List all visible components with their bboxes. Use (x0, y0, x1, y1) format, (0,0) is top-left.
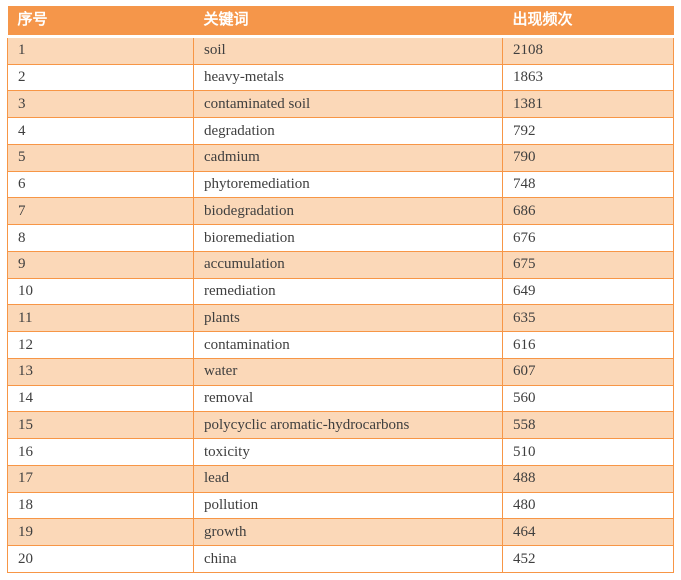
cell-frequency: 510 (502, 438, 674, 466)
cell-keyword: contaminated soil (193, 90, 503, 119)
cell-rank: 1 (7, 35, 194, 65)
cell-keyword: removal (193, 384, 503, 413)
cell-keyword: heavy-metals (193, 63, 503, 92)
table-row: 10 remediation 649 (7, 277, 674, 306)
table-row: 3 contaminated soil 1381 (7, 90, 674, 119)
cell-keyword: biodegradation (193, 197, 503, 226)
cell-rank: 15 (7, 411, 194, 440)
cell-keyword: plants (193, 304, 503, 333)
table-row: 1 soil 2108 (7, 35, 674, 65)
cell-keyword: water (193, 357, 503, 386)
table-row: 16 toxicity 510 (7, 438, 674, 466)
cell-frequency: 635 (502, 304, 674, 333)
cell-frequency: 560 (502, 384, 674, 413)
table-row: 11 plants 635 (7, 304, 674, 333)
cell-keyword: soil (193, 35, 503, 65)
table-row: 20 china 452 (7, 545, 674, 573)
table-row: 18 pollution 480 (7, 491, 674, 520)
table-row: 9 accumulation 675 (7, 250, 674, 279)
cell-rank: 9 (7, 250, 194, 279)
cell-frequency: 488 (502, 464, 674, 493)
cell-frequency: 2108 (502, 35, 674, 65)
cell-keyword: bioremediation (193, 224, 503, 252)
cell-frequency: 452 (502, 545, 674, 573)
cell-rank: 4 (7, 117, 194, 145)
cell-frequency: 480 (502, 491, 674, 520)
table-row: 8 bioremediation 676 (7, 224, 674, 252)
table-row: 7 biodegradation 686 (7, 197, 674, 226)
header-rank: 序号 (7, 6, 194, 38)
cell-rank: 17 (7, 464, 194, 493)
cell-rank: 13 (7, 357, 194, 386)
cell-frequency: 1381 (502, 90, 674, 119)
cell-rank: 7 (7, 197, 194, 226)
table-row: 2 heavy-metals 1863 (7, 63, 674, 92)
cell-frequency: 649 (502, 277, 674, 306)
cell-frequency: 1863 (502, 63, 674, 92)
cell-frequency: 616 (502, 331, 674, 359)
cell-keyword: toxicity (193, 438, 503, 466)
cell-rank: 16 (7, 438, 194, 466)
cell-keyword: china (193, 545, 503, 573)
cell-rank: 12 (7, 331, 194, 359)
header-row: 序号 关键词 出现频次 (7, 6, 674, 38)
cell-rank: 2 (7, 63, 194, 92)
cell-rank: 3 (7, 90, 194, 119)
header-keyword: 关键词 (193, 6, 503, 38)
table-header: 序号 关键词 出现频次 (7, 6, 674, 38)
table-row: 12 contamination 616 (7, 331, 674, 359)
table-row: 19 growth 464 (7, 518, 674, 547)
cell-frequency: 675 (502, 250, 674, 279)
table-body: 1 soil 2108 2 heavy-metals 1863 3 contaminated … (7, 35, 674, 573)
cell-rank: 5 (7, 143, 194, 172)
cell-keyword: growth (193, 518, 503, 547)
cell-keyword: accumulation (193, 250, 503, 279)
cell-rank: 11 (7, 304, 194, 333)
cell-keyword: phytoremediation (193, 170, 503, 199)
cell-keyword: polycyclic aromatic-hydrocarbons (193, 411, 503, 440)
table-row: 6 phytoremediation 748 (7, 170, 674, 199)
cell-rank: 10 (7, 277, 194, 306)
table-row: 14 removal 560 (7, 384, 674, 413)
cell-frequency: 464 (502, 518, 674, 547)
cell-keyword: cadmium (193, 143, 503, 172)
cell-keyword: pollution (193, 491, 503, 520)
cell-keyword: degradation (193, 117, 503, 145)
table-row: 13 water 607 (7, 357, 674, 386)
cell-rank: 6 (7, 170, 194, 199)
keyword-frequency-table: 序号 关键词 出现频次 1 soil 2108 2 heavy-metals 1863 3 c… (7, 6, 674, 573)
table-row: 5 cadmium 790 (7, 143, 674, 172)
cell-frequency: 790 (502, 143, 674, 172)
cell-frequency: 607 (502, 357, 674, 386)
cell-frequency: 686 (502, 197, 674, 226)
cell-keyword: remediation (193, 277, 503, 306)
header-frequency: 出现频次 (502, 6, 674, 38)
cell-rank: 8 (7, 224, 194, 252)
cell-frequency: 792 (502, 117, 674, 145)
cell-frequency: 558 (502, 411, 674, 440)
cell-frequency: 676 (502, 224, 674, 252)
cell-keyword: contamination (193, 331, 503, 359)
cell-rank: 20 (7, 545, 194, 573)
cell-rank: 14 (7, 384, 194, 413)
cell-rank: 18 (7, 491, 194, 520)
table-row: 15 polycyclic aromatic-hydrocarbons 558 (7, 411, 674, 440)
table-row: 4 degradation 792 (7, 117, 674, 145)
cell-frequency: 748 (502, 170, 674, 199)
cell-keyword: lead (193, 464, 503, 493)
table-row: 17 lead 488 (7, 464, 674, 493)
cell-rank: 19 (7, 518, 194, 547)
